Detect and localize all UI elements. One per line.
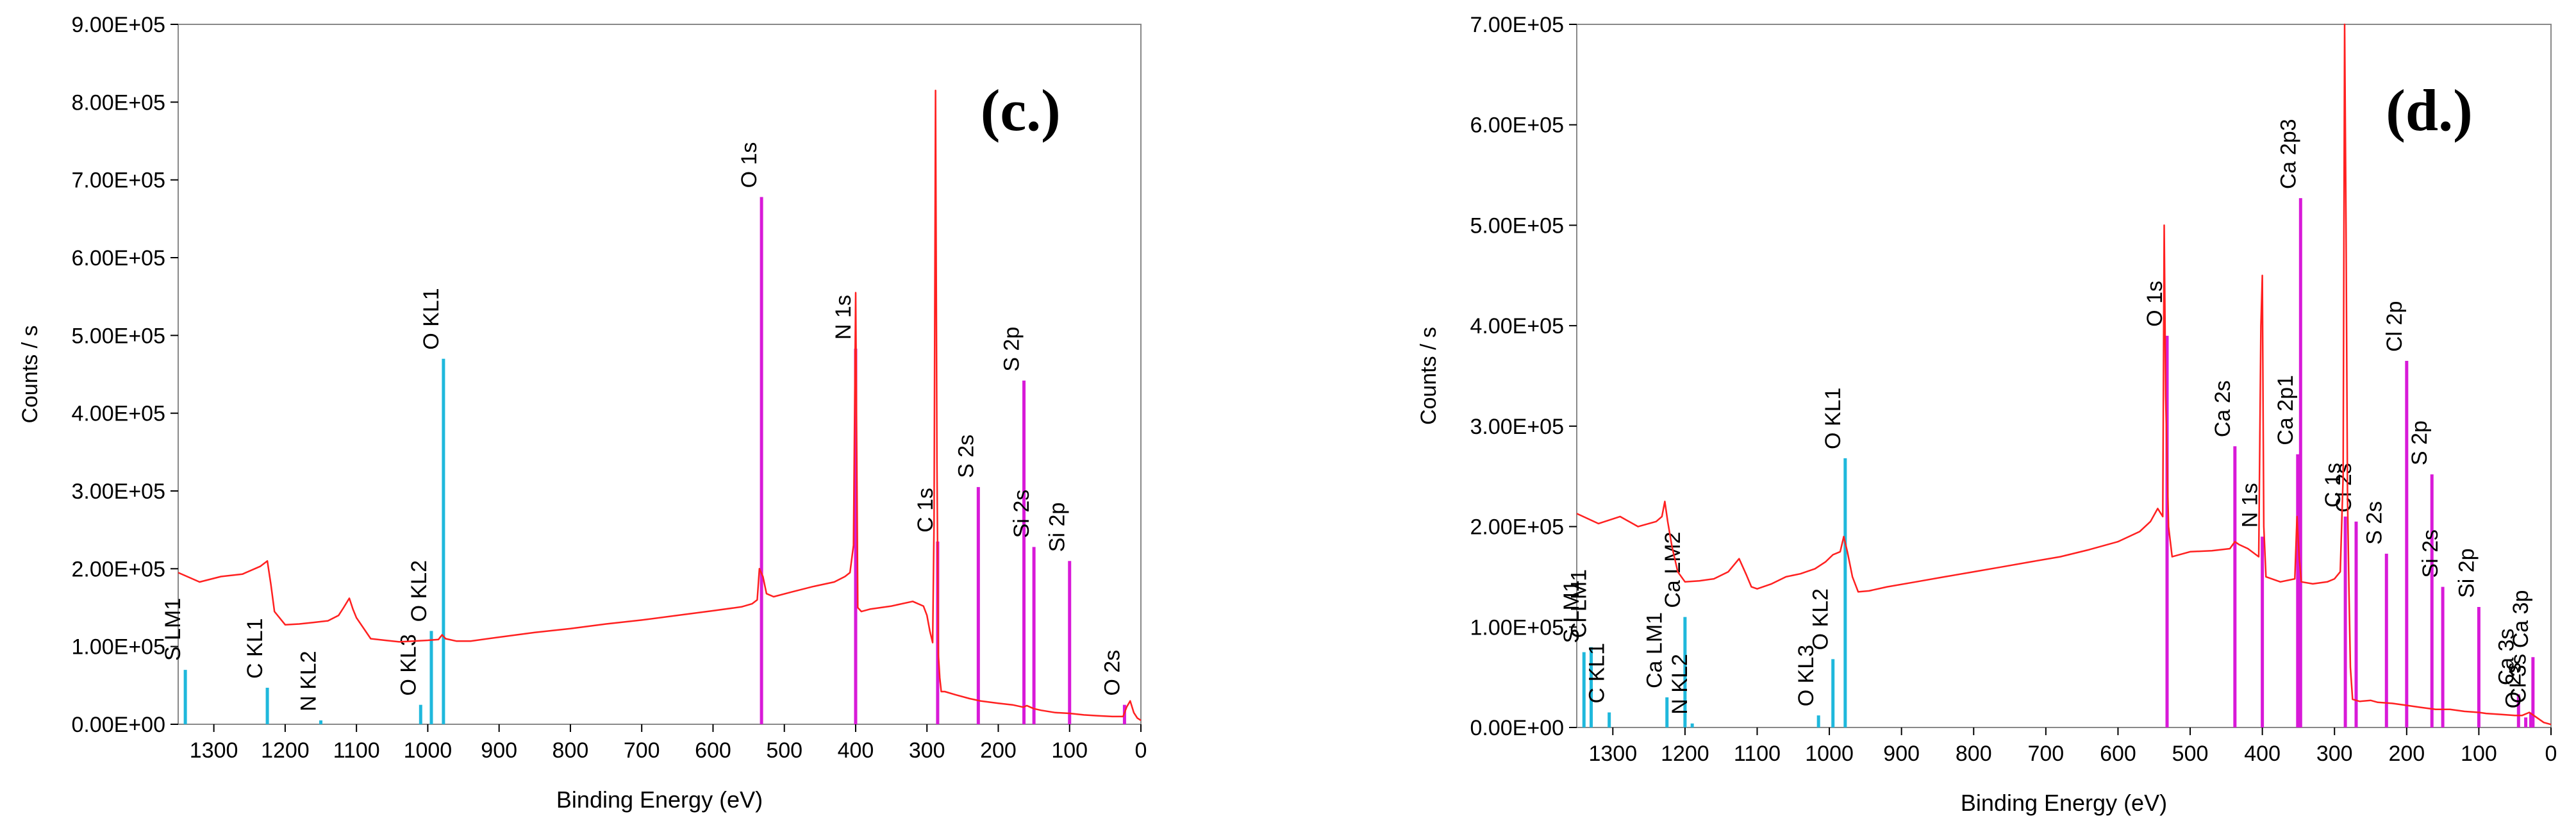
peak-label: S LM1 bbox=[1559, 580, 1584, 643]
peak-label: Ca LM2 bbox=[1661, 532, 1685, 608]
x-tick-label: 1100 bbox=[1734, 742, 1781, 766]
x-tick-label: 400 bbox=[2244, 742, 2281, 766]
peak-label: C 1s bbox=[2321, 463, 2345, 508]
x-tick-label: 900 bbox=[481, 738, 517, 763]
x-axis-label: Binding Energy (eV) bbox=[556, 786, 763, 813]
y-tick-label: 0.00E+00 bbox=[71, 713, 165, 737]
peak-label: Cl 3s bbox=[2506, 654, 2530, 703]
peak-label: O KL3 bbox=[1794, 645, 1818, 706]
y-tick-label: 3.00E+05 bbox=[71, 479, 165, 504]
x-tick-label: 200 bbox=[980, 738, 1017, 763]
peak-label: O KL2 bbox=[1809, 588, 1833, 650]
peak-label: N 1s bbox=[831, 295, 856, 340]
peak-label: Ca 2p3 bbox=[2276, 119, 2300, 189]
peak-label: O 2s bbox=[2502, 663, 2526, 709]
x-tick-label: 1300 bbox=[1588, 742, 1637, 766]
x-tick-label: 600 bbox=[2100, 742, 2136, 766]
peak-label: S 2s bbox=[2362, 501, 2386, 545]
y-tick-label: 0.00E+00 bbox=[1470, 716, 1564, 740]
x-tick-label: 700 bbox=[2027, 742, 2064, 766]
peak-label: S 2p bbox=[1000, 327, 1024, 372]
x-tick-label: 400 bbox=[838, 738, 874, 763]
x-tick-label: 100 bbox=[1051, 738, 1088, 763]
peak-label: N KL2 bbox=[1668, 654, 1692, 715]
y-tick-label: 2.00E+05 bbox=[71, 557, 165, 581]
y-axis-label: Counts / s bbox=[18, 325, 42, 423]
y-tick-label: 4.00E+05 bbox=[71, 402, 165, 426]
x-tick-label: 300 bbox=[909, 738, 945, 763]
x-tick-label: 100 bbox=[2461, 742, 2497, 766]
peak-label: Si 2p bbox=[2454, 548, 2479, 598]
x-tick-label: 700 bbox=[624, 738, 660, 763]
peak-label: Ca 3p bbox=[2509, 590, 2533, 649]
x-tick-label: 1100 bbox=[333, 738, 380, 763]
x-tick-label: 800 bbox=[1956, 742, 1992, 766]
x-tick-label: 0 bbox=[2545, 742, 2557, 766]
y-tick-label: 8.00E+05 bbox=[71, 90, 165, 115]
y-tick-label: 2.00E+05 bbox=[1470, 515, 1564, 540]
x-tick-label: 800 bbox=[553, 738, 589, 763]
y-tick-label: 6.00E+05 bbox=[71, 246, 165, 270]
peak-label: C KL1 bbox=[1585, 643, 1609, 704]
y-tick-label: 1.00E+05 bbox=[1470, 615, 1564, 640]
spectrum-line bbox=[1576, 23, 2552, 726]
y-tick-label: 6.00E+05 bbox=[1470, 113, 1564, 138]
peak-label: S LM1 bbox=[161, 598, 185, 661]
peak-label: Ca 3s bbox=[2494, 628, 2518, 685]
x-tick-label: 0 bbox=[1135, 738, 1147, 763]
panel-label: (d.) bbox=[2386, 78, 2472, 143]
x-tick-label: 1000 bbox=[1805, 742, 1854, 766]
x-tick-label: 200 bbox=[2388, 742, 2425, 766]
x-tick-label: 500 bbox=[766, 738, 802, 763]
peak-label: Ca 2p1 bbox=[2273, 375, 2298, 445]
y-tick-label: 3.00E+05 bbox=[1470, 415, 1564, 439]
y-tick-label: 5.00E+05 bbox=[1470, 213, 1564, 238]
x-tick-label: 1200 bbox=[1661, 742, 1709, 766]
peak-label: O KL1 bbox=[419, 288, 444, 349]
y-tick-label: 1.00E+05 bbox=[71, 635, 165, 660]
peak-label: Cl 2s bbox=[2332, 463, 2356, 512]
peak-label: Ca LM1 bbox=[1643, 612, 1667, 688]
peak-label: Cl LM1 bbox=[1567, 569, 1591, 638]
peak-label: O KL1 bbox=[1821, 388, 1845, 449]
peak-label: C KL1 bbox=[243, 618, 267, 679]
peak-label: N KL2 bbox=[297, 651, 321, 711]
peak-label: O KL2 bbox=[407, 560, 431, 622]
x-tick-label: 300 bbox=[2316, 742, 2353, 766]
peak-label: O 1s bbox=[737, 142, 761, 188]
plot-frame bbox=[178, 24, 1142, 725]
plot-frame bbox=[1576, 24, 2552, 728]
y-tick-label: 4.00E+05 bbox=[1470, 314, 1564, 338]
peak-label: S 2p bbox=[2407, 420, 2432, 465]
panel-c: 0.00E+00 1.00E+05 2.00E+05 3.00E+05 4.00E+05… bbox=[18, 13, 1147, 813]
x-tick-label: 1000 bbox=[404, 738, 453, 763]
x-axis-label: Binding Energy (eV) bbox=[1961, 790, 2167, 816]
x-tick-label: 600 bbox=[695, 738, 731, 763]
peak-label: O 2s bbox=[1100, 650, 1124, 696]
x-tick-label: 500 bbox=[2172, 742, 2209, 766]
peak-label: Ca 2s bbox=[2211, 380, 2235, 437]
x-tick-label: 900 bbox=[1883, 742, 1920, 766]
peak-label: Si 2s bbox=[2418, 529, 2443, 578]
peak-label: Si 2s bbox=[1010, 490, 1034, 538]
y-tick-label: 5.00E+05 bbox=[71, 324, 165, 348]
spectrum-line bbox=[178, 89, 1142, 721]
panel-label: (c.) bbox=[981, 78, 1061, 143]
peak-label: Cl 2p bbox=[2382, 301, 2407, 352]
y-axis-label: Counts / s bbox=[1417, 327, 1441, 425]
y-tick-label: 9.00E+05 bbox=[71, 13, 165, 37]
panel-d: 0.00E+00 1.00E+05 2.00E+05 3.00E+05 4.00E+05… bbox=[1417, 13, 2557, 816]
peak-label: O KL3 bbox=[396, 634, 420, 695]
peak-label: S 2s bbox=[954, 435, 978, 478]
y-tick-label: 7.00E+05 bbox=[1470, 13, 1564, 37]
x-tick-label: 1200 bbox=[261, 738, 310, 763]
x-tick-label: 1300 bbox=[190, 738, 238, 763]
peak-label: Si 2p bbox=[1045, 503, 1070, 552]
y-tick-label: 7.00E+05 bbox=[71, 169, 165, 193]
